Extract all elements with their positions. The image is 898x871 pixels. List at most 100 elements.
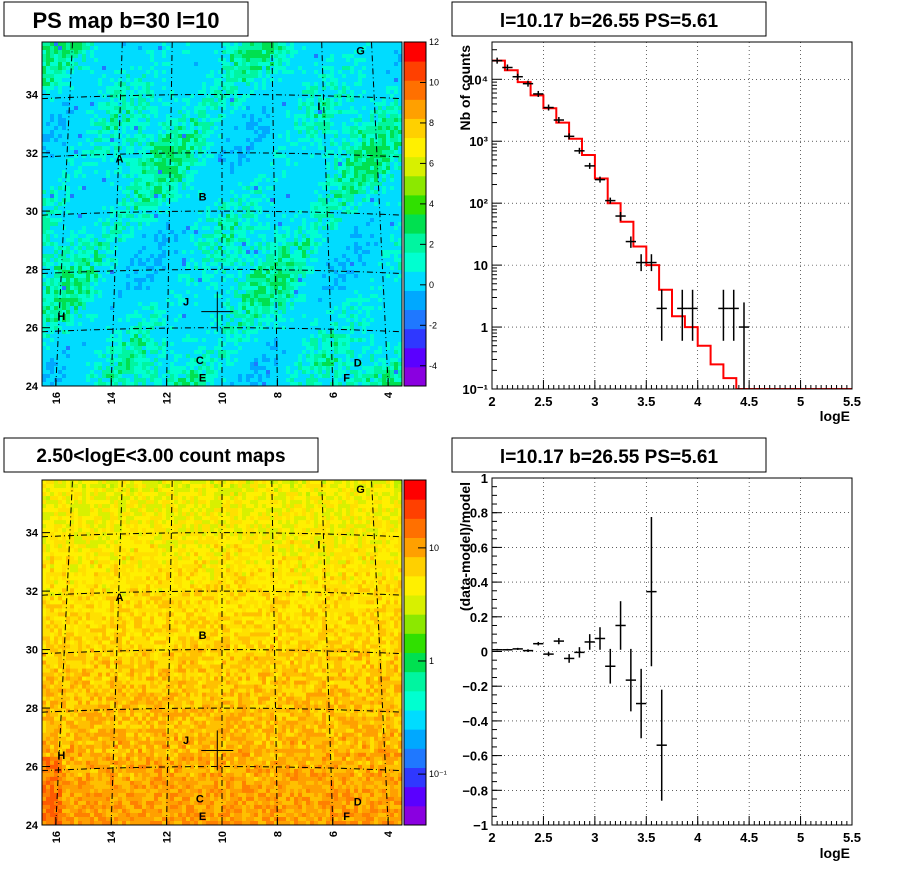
heatmap-cell [230,54,235,59]
heatmap-cell [278,102,283,107]
heatmap-cell [390,118,395,123]
heatmap-cell [190,50,195,55]
heatmap-cell [286,254,291,259]
heatmap-cell [238,178,243,183]
heatmap-cell [222,106,227,111]
heatmap-cell [210,146,215,151]
heatmap-cell [162,218,167,223]
heatmap-cell [66,42,71,47]
heatmap-cell [182,218,187,223]
heatmap-cell [118,162,123,167]
heatmap-cell [294,206,299,211]
heatmap-cell [294,214,299,219]
heatmap-cell [114,118,119,123]
heatmap-cell [346,254,351,259]
heatmap-cell [54,58,59,63]
heatmap-cell [370,134,375,139]
heatmap-cell [170,246,175,251]
heatmap-cell [138,154,143,159]
heatmap-cell [306,122,311,127]
heatmap-cell [86,50,91,55]
heatmap-cell [270,150,275,155]
heatmap-cell [86,186,91,191]
heatmap-cell [246,46,251,51]
heatmap-cell [58,134,63,139]
heatmap-cell [350,122,355,127]
heatmap-cell [126,242,131,247]
heatmap-cell [210,182,215,187]
heatmap-cell [170,122,175,127]
heatmap-cell [42,250,47,255]
heatmap-cell [202,86,207,91]
heatmap-cell [226,62,231,67]
heatmap-cell [294,166,299,171]
heatmap-cell [222,138,227,143]
heatmap-cell [194,150,199,155]
heatmap-cell [134,130,139,135]
heatmap-cell [54,262,59,267]
heatmap-cell [386,134,391,139]
heatmap-cell [166,182,171,187]
heatmap-cell [194,218,199,223]
heatmap-cell [250,70,255,75]
heatmap-cell [98,106,103,111]
heatmap-cell [166,206,171,211]
heatmap-cell [334,42,339,47]
heatmap-cell [58,66,63,71]
heatmap-cell [206,130,211,135]
heatmap-cell [134,170,139,175]
heatmap-cell [334,222,339,227]
heatmap-cell [398,46,402,51]
heatmap-cell [290,214,295,219]
heatmap-cell [378,250,383,255]
heatmap-cell [154,70,159,75]
heatmap-cell [58,42,63,47]
heatmap-cell [46,110,51,115]
heatmap-cell [322,250,327,255]
heatmap-cell [346,62,351,67]
heatmap-cell [238,218,243,223]
heatmap-cell [58,258,63,263]
heatmap-cell [190,78,195,83]
heatmap-cell [386,186,391,191]
heatmap-cell [122,174,127,179]
heatmap-cell [394,146,399,151]
heatmap-cell [366,82,371,87]
heatmap-cell [202,78,207,83]
heatmap-cell [58,182,63,187]
heatmap-cell [126,166,131,171]
heatmap-cell [118,186,123,191]
heatmap-cell [338,222,343,227]
heatmap-cell [250,242,255,247]
heatmap-cell [106,190,111,195]
heatmap-cell [382,122,387,127]
heatmap-cell [74,94,79,99]
heatmap-cell [222,58,227,63]
heatmap-cell [126,258,131,263]
heatmap-cell [186,254,191,259]
heatmap-cell [114,202,119,207]
heatmap-cell [278,250,283,255]
heatmap-cell [118,42,123,47]
heatmap-cell [386,42,391,47]
heatmap-cell [54,98,59,103]
heatmap-cell [398,122,402,127]
heatmap-cell [374,78,379,83]
heatmap-cell [310,42,315,47]
heatmap-cell [50,170,55,175]
heatmap-cell [206,202,211,207]
heatmap-cell [106,126,111,131]
heatmap-cell [194,98,199,103]
heatmap-cell [370,94,375,99]
heatmap-cell [114,254,119,259]
heatmap-cell [242,138,247,143]
heatmap-cell [86,222,91,227]
heatmap-cell [246,210,251,215]
heatmap-cell [398,42,402,47]
heatmap-cell [218,218,223,223]
heatmap-cell [66,262,71,267]
heatmap-cell [378,90,383,95]
heatmap-cell [194,226,199,231]
heatmap-cell [238,102,243,107]
heatmap-cell [250,142,255,147]
